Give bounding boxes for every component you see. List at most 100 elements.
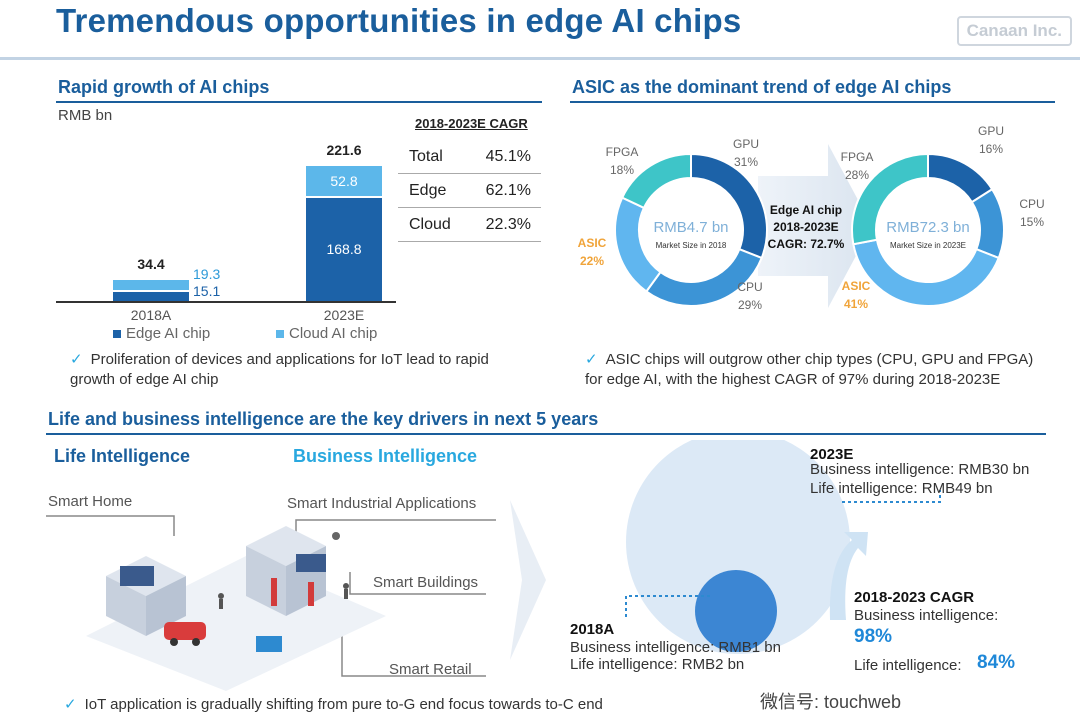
legend-swatch-edge	[113, 330, 121, 338]
app-label-smart-buildings: Smart Buildings	[373, 574, 479, 591]
car	[164, 622, 206, 640]
cagr-life-label: Life intelligence:	[854, 657, 962, 674]
cagr-row-cloud: Cloud 22.3%	[398, 208, 541, 242]
cagr-value: 62.1%	[485, 182, 531, 199]
bar-baseline	[56, 301, 396, 303]
leader-line-2018	[625, 595, 710, 618]
cagr-heading: 2018-2023 CAGR	[854, 589, 975, 606]
cagr-row-edge: Edge 62.1%	[398, 174, 541, 208]
callout-industrial	[295, 519, 496, 538]
bar-cloud-2018A	[113, 280, 189, 292]
donut-value-fpga: 28%	[845, 168, 869, 182]
bar-category-label: 2023E	[323, 307, 365, 323]
bar-edge-2023E	[306, 198, 382, 301]
donut-value-cpu: 15%	[1020, 215, 1044, 229]
right-section-rule	[570, 101, 1055, 103]
donut-center-subtitle: Market Size in 2018	[656, 241, 727, 250]
page-title: Tremendous opportunities in edge AI chip…	[56, 2, 742, 39]
bottom-note-text: IoT application is gradually shifting fr…	[84, 696, 603, 713]
cagr-label: Cloud	[409, 216, 451, 233]
legend-label-cloud: Cloud AI chip	[289, 325, 378, 342]
donut-value-cpu: 29%	[738, 298, 762, 312]
robot-arm	[308, 582, 314, 606]
screen-panel	[256, 636, 282, 652]
curved-up-arrow	[829, 532, 868, 620]
donut-center-subtitle: Market Size in 2023E	[890, 241, 966, 250]
bar-value-label-edge: 168.8	[326, 240, 362, 257]
donut-value-gpu: 31%	[734, 155, 758, 169]
bar-value-label-cloud: 52.8	[330, 172, 358, 189]
donut-value-fpga: 18%	[610, 163, 634, 177]
left-note-text: Proliferation of devices and application…	[70, 351, 489, 388]
drone	[332, 532, 340, 540]
brand-logo: Canaan Inc.	[956, 16, 1072, 46]
chevron-arrow-icon	[510, 500, 546, 660]
left-note: ✓ Proliferation of devices and applicatio…	[70, 350, 530, 390]
donut-value-asic: 41%	[844, 297, 868, 311]
cagr-value: 22.3%	[485, 216, 531, 233]
callout-smart-home	[46, 515, 175, 536]
donut-charts: RMB4.7 bn Market Size in 2018 GPU 31% CPU 29%…	[578, 124, 1045, 312]
building	[146, 576, 186, 636]
right-section-heading: ASIC as the dominant trend of edge AI ch…	[572, 77, 952, 97]
bubble-2018	[695, 570, 777, 652]
cagr-table-header: 2018-2023E CAGR	[415, 116, 528, 131]
person	[219, 599, 223, 609]
donut-label-asic: ASIC	[578, 236, 607, 250]
wechat-watermark: 微信号: touchweb	[760, 692, 902, 712]
bar-value-label-edge: 15.1	[193, 283, 221, 299]
donut-label-gpu: GPU	[733, 137, 759, 151]
bar-total-label: 34.4	[137, 256, 165, 273]
app-label-smart-home: Smart Home	[48, 493, 133, 510]
year-2018-label: 2018A	[570, 621, 615, 638]
person	[344, 589, 348, 599]
year-2023-biz: Business intelligence: RMB30 bn	[810, 461, 1030, 478]
check-icon: ✓	[585, 351, 598, 368]
year-2018-life: Life intelligence: RMB2 bn	[570, 656, 745, 673]
screen-panel	[120, 566, 154, 586]
donut-value-asic: 22%	[580, 254, 604, 268]
bar-total-label: 221.6	[326, 141, 362, 158]
donut-label-cpu: CPU	[1019, 197, 1044, 211]
legend-swatch-cloud	[276, 330, 284, 338]
year-2023-life: Life intelligence: RMB49 bn	[810, 480, 993, 497]
car-wheel	[192, 638, 200, 646]
callout-buildings	[349, 572, 486, 595]
right-note-text: ASIC chips will outgrow other chip types…	[585, 351, 1034, 388]
app-label-smart-industrial: Smart Industrial Applications	[287, 495, 477, 512]
donut-label-fpga: FPGA	[606, 145, 639, 159]
bar-cloud-2023E	[306, 165, 382, 199]
year-2018-biz: Business intelligence: RMB1 bn	[570, 639, 781, 656]
donut-center-value: RMB4.7 bn	[653, 219, 728, 236]
cagr-label: Total	[409, 148, 443, 165]
life-intelligence-heading: Life Intelligence	[54, 446, 191, 466]
bottom-note: ✓ IoT application is gradually shifting f…	[64, 695, 704, 715]
growth-arrow-shape	[758, 144, 872, 308]
bar-value-label-cloud: 19.3	[193, 266, 221, 282]
cagr-row-total: Total 45.1%	[398, 140, 541, 174]
donut-label-gpu: GPU	[978, 124, 1004, 138]
person	[218, 593, 224, 599]
cagr-biz-value: 98%	[854, 626, 893, 647]
right-note: ✓ ASIC chips will outgrow other chip type…	[585, 350, 1035, 390]
cagr-life-value: 84%	[977, 652, 1016, 673]
bottom-section-rule	[46, 433, 1046, 435]
donut-label-cpu: CPU	[737, 280, 762, 294]
robot-arm	[271, 578, 277, 606]
bar-edge-2018A	[113, 291, 189, 301]
left-section-rule	[56, 101, 542, 103]
check-icon: ✓	[64, 696, 77, 713]
arrow-text-line-1: Edge AI chip	[770, 203, 842, 217]
building	[106, 576, 146, 636]
legend-label-edge: Edge AI chip	[126, 325, 211, 342]
donut-value-gpu: 16%	[979, 142, 1003, 156]
bottom-section-heading: Life and business intelligence are the k…	[48, 409, 599, 429]
app-label-smart-retail: Smart Retail	[389, 661, 472, 678]
donut-hole	[639, 178, 743, 282]
cagr-label: Edge	[409, 182, 447, 199]
unit-label: RMB bn	[58, 107, 113, 124]
year-2023-label: 2023E	[810, 446, 854, 463]
person	[343, 583, 349, 589]
donut-hole	[876, 178, 980, 282]
business-intelligence-heading: Business Intelligence	[293, 446, 478, 466]
